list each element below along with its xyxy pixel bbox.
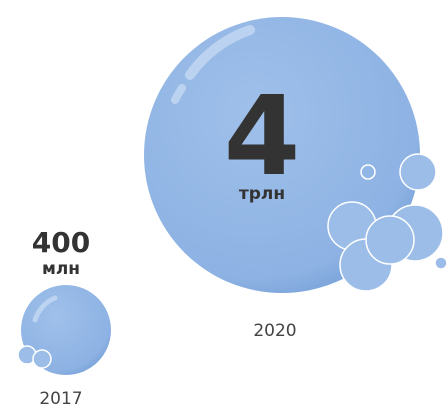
value-unit: млн (42, 259, 80, 279)
value-number: 4 (224, 72, 301, 200)
value-number: 400 (32, 226, 90, 259)
value-unit: трлн (239, 184, 285, 204)
bubble-2017 (17, 285, 111, 375)
year-label: 2017 (39, 389, 82, 409)
bubble-2020 (144, 17, 447, 293)
year-label: 2020 (253, 321, 296, 341)
